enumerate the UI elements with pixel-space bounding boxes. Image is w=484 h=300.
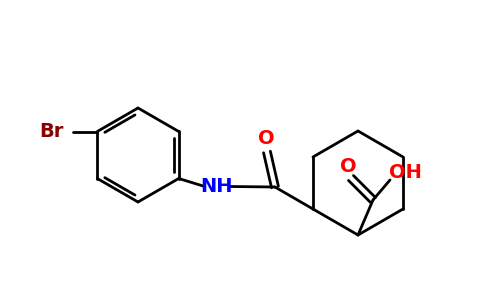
Text: NH: NH — [200, 177, 233, 196]
Text: Br: Br — [39, 122, 63, 141]
Text: OH: OH — [389, 163, 422, 182]
Text: O: O — [340, 157, 356, 175]
Text: O: O — [257, 130, 274, 148]
